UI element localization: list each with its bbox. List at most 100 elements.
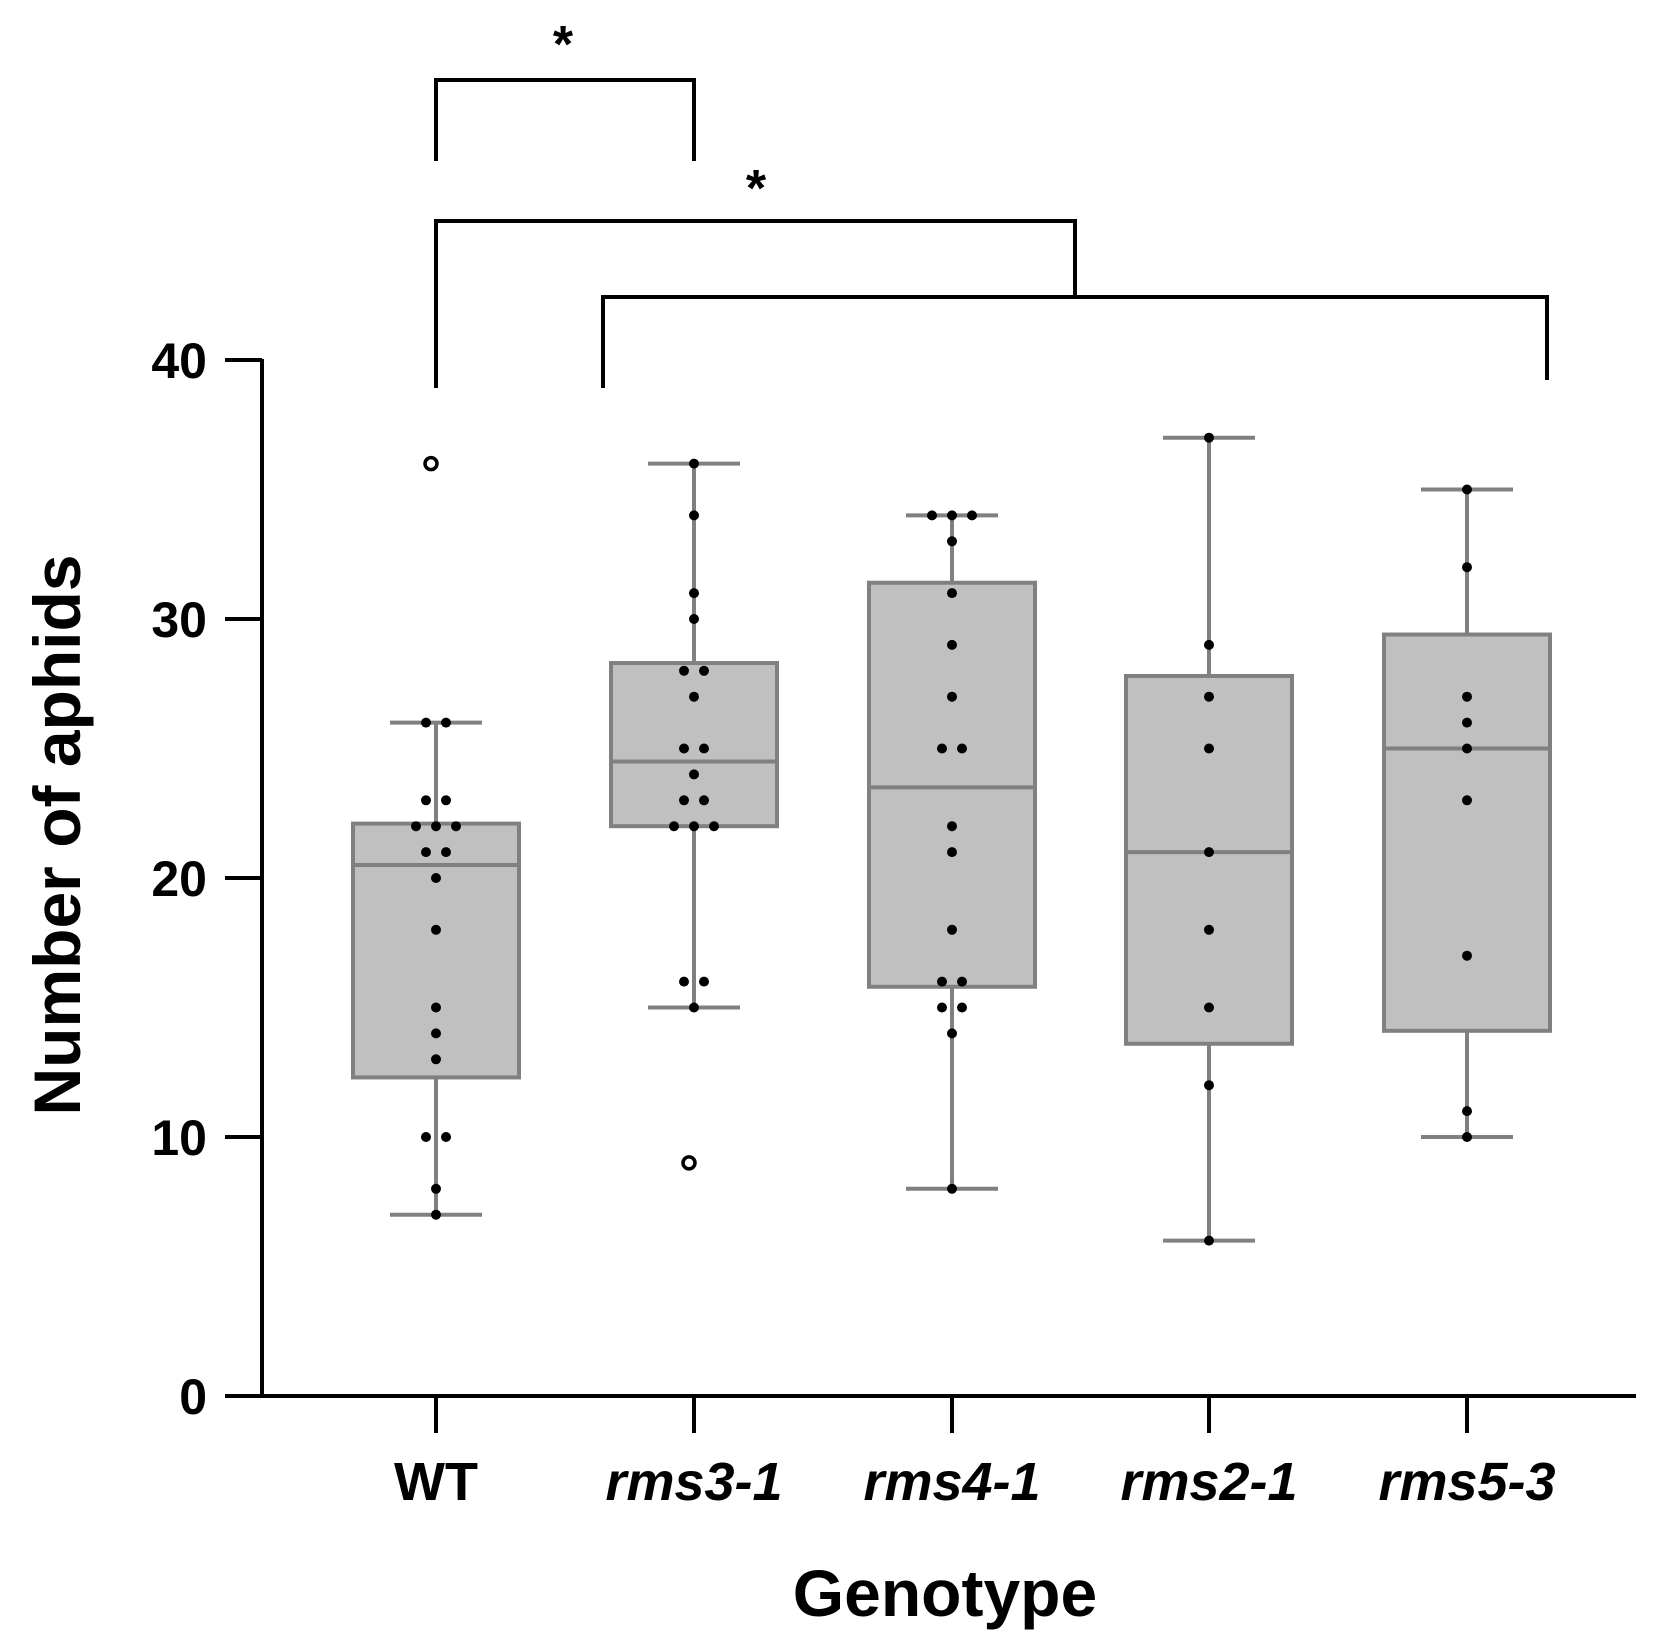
y-tick-label: 0 bbox=[179, 1369, 207, 1425]
data-point bbox=[1462, 1132, 1472, 1142]
data-point bbox=[1204, 847, 1214, 858]
box-group bbox=[609, 458, 779, 1171]
data-point bbox=[1204, 1080, 1214, 1091]
data-point bbox=[937, 1002, 947, 1013]
data-point bbox=[947, 691, 957, 702]
data-point bbox=[1204, 924, 1214, 935]
box-iqr bbox=[867, 580, 1037, 989]
outlier-point bbox=[681, 1155, 697, 1171]
data-point bbox=[1204, 1002, 1214, 1013]
y-tick-label: 10 bbox=[151, 1110, 207, 1166]
x-tick-label: rms4-1 bbox=[863, 1452, 1040, 1512]
data-point bbox=[431, 821, 441, 832]
data-point bbox=[1462, 717, 1472, 728]
axes: 0 10 20 30 40 WT rms3-1 rms4-1 rms2-1 rms5-3 bbox=[151, 333, 1636, 1512]
data-point bbox=[947, 847, 957, 858]
data-point bbox=[679, 743, 689, 754]
data-point bbox=[679, 665, 689, 676]
data-point bbox=[669, 821, 679, 832]
data-point bbox=[441, 795, 451, 806]
box-group bbox=[867, 510, 1037, 1194]
data-point bbox=[1462, 562, 1472, 573]
data-point bbox=[411, 821, 421, 832]
x-tick-label: rms2-1 bbox=[1120, 1452, 1297, 1512]
data-point bbox=[1462, 950, 1472, 961]
y-tick-label: 40 bbox=[151, 333, 207, 389]
box-iqr bbox=[609, 661, 779, 829]
data-point bbox=[1204, 691, 1214, 702]
plot-area bbox=[351, 432, 1552, 1246]
data-point bbox=[699, 665, 709, 676]
data-point bbox=[1462, 484, 1472, 495]
data-point bbox=[441, 847, 451, 858]
data-point bbox=[957, 743, 967, 754]
significance-bracket bbox=[434, 78, 696, 161]
data-point bbox=[1462, 743, 1472, 754]
data-point bbox=[947, 821, 957, 832]
significance-bracket bbox=[434, 219, 1077, 388]
data-point bbox=[699, 795, 709, 806]
data-point bbox=[689, 614, 699, 624]
data-point bbox=[947, 588, 957, 599]
outlier-point bbox=[423, 455, 439, 472]
data-point bbox=[947, 1183, 957, 1194]
data-point bbox=[1462, 1106, 1472, 1117]
box-group bbox=[1124, 432, 1294, 1246]
x-tick-label: rms3-1 bbox=[605, 1452, 782, 1512]
data-point bbox=[689, 510, 699, 521]
box-group bbox=[1382, 484, 1552, 1142]
data-point bbox=[947, 639, 957, 650]
data-point bbox=[431, 873, 441, 883]
y-tick-label: 20 bbox=[151, 851, 207, 907]
data-point bbox=[431, 1183, 441, 1194]
significance-star: * bbox=[553, 16, 574, 74]
data-point bbox=[679, 976, 689, 987]
data-point bbox=[1204, 432, 1214, 443]
data-point bbox=[937, 743, 947, 754]
data-point bbox=[947, 510, 957, 521]
data-point bbox=[431, 1209, 441, 1220]
data-point bbox=[689, 588, 699, 599]
x-tick-label: WT bbox=[394, 1452, 478, 1512]
data-point bbox=[947, 924, 957, 935]
data-point bbox=[699, 743, 709, 754]
data-point bbox=[421, 717, 431, 728]
data-point bbox=[1462, 691, 1472, 702]
data-point bbox=[927, 510, 937, 521]
data-point bbox=[421, 795, 431, 806]
x-axis-title: Genotype bbox=[793, 1556, 1097, 1630]
y-tick-label: 30 bbox=[151, 592, 207, 648]
data-point bbox=[689, 458, 699, 469]
data-point bbox=[947, 1028, 957, 1039]
x-tick-label: rms5-3 bbox=[1378, 1452, 1555, 1512]
data-point bbox=[679, 795, 689, 806]
box-iqr bbox=[1124, 673, 1294, 1046]
box-group bbox=[351, 455, 521, 1220]
data-point bbox=[1204, 639, 1214, 650]
data-point bbox=[1462, 795, 1472, 806]
data-point bbox=[947, 536, 957, 547]
data-point bbox=[1204, 743, 1214, 754]
data-point bbox=[957, 976, 967, 987]
data-point bbox=[421, 847, 431, 858]
significance-group-bracket bbox=[601, 295, 1549, 388]
y-axis-title: Number of aphids bbox=[20, 554, 94, 1115]
data-point bbox=[699, 976, 709, 987]
data-point bbox=[709, 821, 719, 832]
data-point bbox=[431, 1028, 441, 1039]
data-point bbox=[431, 1054, 441, 1065]
data-point bbox=[689, 691, 699, 702]
data-point bbox=[431, 1002, 441, 1013]
data-point bbox=[441, 717, 451, 728]
data-point bbox=[967, 510, 977, 521]
data-point bbox=[1204, 1235, 1214, 1246]
data-point bbox=[441, 1132, 451, 1142]
data-point bbox=[689, 1002, 699, 1013]
data-point bbox=[689, 821, 699, 832]
significance-brackets: ** bbox=[434, 16, 1549, 388]
data-point bbox=[937, 976, 947, 987]
significance-star: * bbox=[746, 160, 767, 218]
data-point bbox=[421, 1132, 431, 1142]
data-point bbox=[451, 821, 461, 832]
